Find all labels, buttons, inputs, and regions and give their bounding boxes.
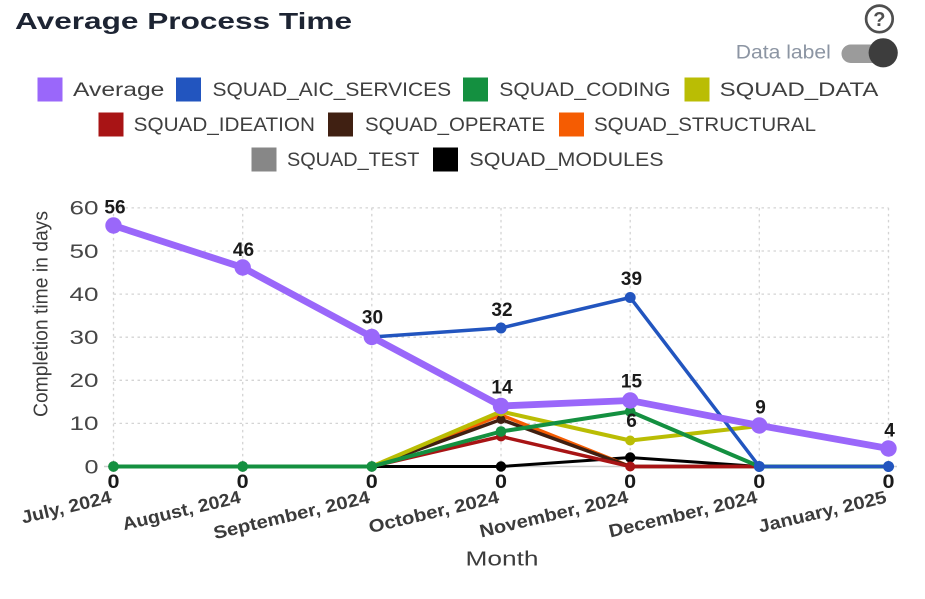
svg-text:15: 15 bbox=[621, 372, 643, 393]
svg-text:0: 0 bbox=[495, 472, 507, 493]
svg-text:Month: Month bbox=[466, 549, 539, 571]
svg-text:56: 56 bbox=[104, 198, 125, 219]
svg-text:0: 0 bbox=[624, 472, 636, 493]
svg-text:4: 4 bbox=[884, 421, 895, 442]
svg-text:9: 9 bbox=[755, 398, 766, 419]
svg-text:SQUAD_AIC_SERVICES: SQUAD_AIC_SERVICES bbox=[213, 80, 452, 101]
svg-text:0: 0 bbox=[883, 472, 895, 493]
svg-text:0: 0 bbox=[237, 472, 249, 493]
svg-text:30: 30 bbox=[70, 327, 99, 349]
svg-text:32: 32 bbox=[491, 300, 512, 321]
svg-text:60: 60 bbox=[70, 198, 99, 220]
svg-text:SQUAD_DATA: SQUAD_DATA bbox=[720, 80, 879, 101]
svg-text:39: 39 bbox=[621, 269, 642, 290]
svg-text:Average: Average bbox=[73, 80, 164, 101]
svg-text:0: 0 bbox=[366, 472, 378, 493]
svg-text:SQUAD_TEST: SQUAD_TEST bbox=[287, 150, 420, 171]
svg-text:40: 40 bbox=[70, 284, 99, 306]
svg-text:50: 50 bbox=[70, 241, 99, 263]
svg-text:SQUAD_CODING: SQUAD_CODING bbox=[499, 80, 670, 101]
svg-text:Completion time in days: Completion time in days bbox=[31, 211, 53, 417]
svg-text:10: 10 bbox=[70, 413, 99, 435]
svg-text:Data label: Data label bbox=[736, 43, 831, 64]
svg-text:Average Process Time: Average Process Time bbox=[15, 8, 352, 34]
svg-text:0: 0 bbox=[85, 456, 99, 478]
svg-text:30: 30 bbox=[362, 308, 383, 329]
svg-text:14: 14 bbox=[491, 378, 513, 399]
svg-text:SQUAD_MODULES: SQUAD_MODULES bbox=[469, 150, 663, 171]
svg-text:SQUAD_STRUCTURAL: SQUAD_STRUCTURAL bbox=[594, 115, 816, 136]
svg-text:0: 0 bbox=[108, 472, 120, 493]
svg-text:6: 6 bbox=[626, 411, 637, 432]
svg-text:46: 46 bbox=[233, 240, 254, 261]
svg-text:SQUAD_OPERATE: SQUAD_OPERATE bbox=[365, 115, 545, 136]
svg-text:?: ? bbox=[873, 9, 885, 31]
svg-text:0: 0 bbox=[753, 472, 765, 493]
svg-text:20: 20 bbox=[70, 370, 99, 392]
svg-text:SQUAD_IDEATION: SQUAD_IDEATION bbox=[134, 115, 315, 136]
